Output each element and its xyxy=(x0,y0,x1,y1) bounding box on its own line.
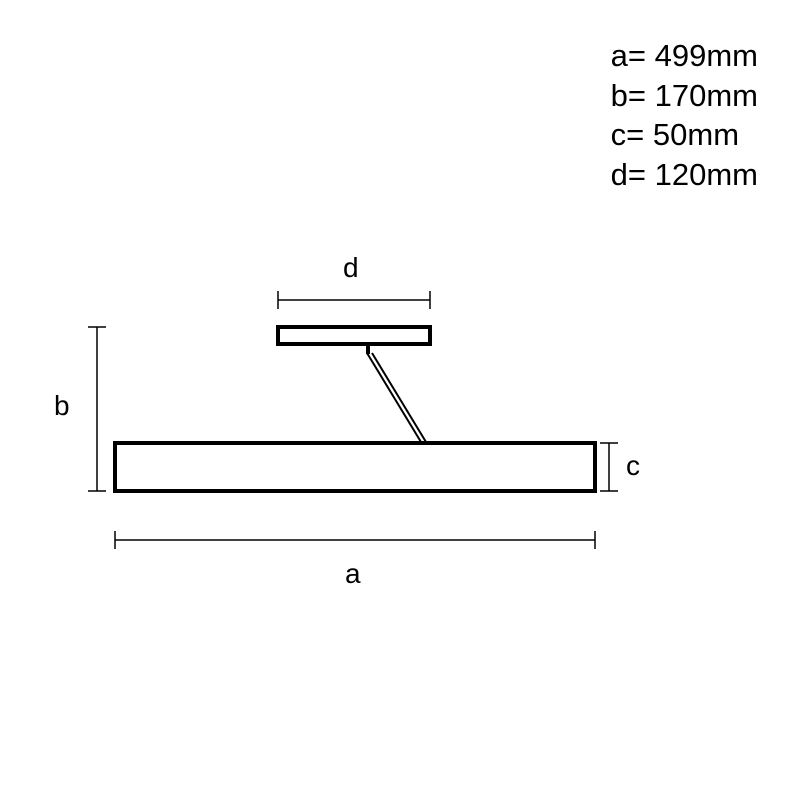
dimension-label-a: a xyxy=(345,558,361,590)
dimension-label-d: d xyxy=(343,252,359,284)
technical-drawing xyxy=(0,0,800,800)
diagram-container: a= 499mmb= 170mmc= 50mmd= 120mm a b c d xyxy=(0,0,800,800)
dimension-label-c: c xyxy=(626,450,640,482)
dimension-label-b: b xyxy=(54,390,70,422)
